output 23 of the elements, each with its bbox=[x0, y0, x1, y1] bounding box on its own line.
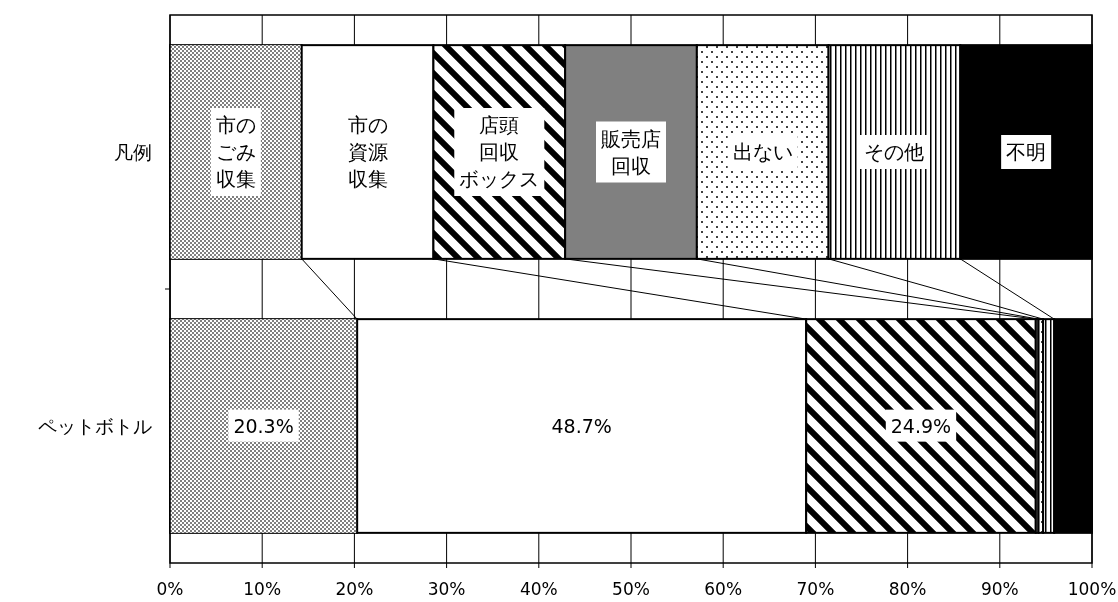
data-label: 48.7% bbox=[551, 414, 612, 437]
y-tick-label: ペットボトル bbox=[38, 415, 152, 437]
x-tick-label: 80% bbox=[888, 579, 927, 599]
series-label: その他 bbox=[864, 140, 925, 164]
series-label: 不明 bbox=[1006, 140, 1047, 164]
data-label: 24.9% bbox=[890, 414, 952, 437]
y-tick-label: 凡例 bbox=[114, 141, 152, 163]
x-tick-label: 100% bbox=[1067, 579, 1117, 599]
x-tick-label: 30% bbox=[427, 579, 466, 599]
x-tick-label: 60% bbox=[704, 579, 743, 599]
x-tick-label: 40% bbox=[519, 579, 558, 599]
series-label: 販売店回収 bbox=[601, 126, 661, 178]
series-label: 市の資源収集 bbox=[347, 113, 388, 191]
x-tick-label: 20% bbox=[335, 579, 374, 599]
x-tick-label: 10% bbox=[243, 579, 282, 599]
series-label: 店頭回収ボックス bbox=[459, 113, 540, 191]
series-label: 出ない bbox=[732, 140, 793, 164]
x-tick-label: 70% bbox=[796, 579, 835, 599]
x-tick-label: 50% bbox=[612, 579, 650, 599]
x-tick-label: 0% bbox=[156, 579, 184, 599]
x-tick-label: 90% bbox=[980, 579, 1019, 599]
series-label: 市のごみ収集 bbox=[215, 113, 256, 191]
data-label: 20.3% bbox=[233, 414, 294, 437]
